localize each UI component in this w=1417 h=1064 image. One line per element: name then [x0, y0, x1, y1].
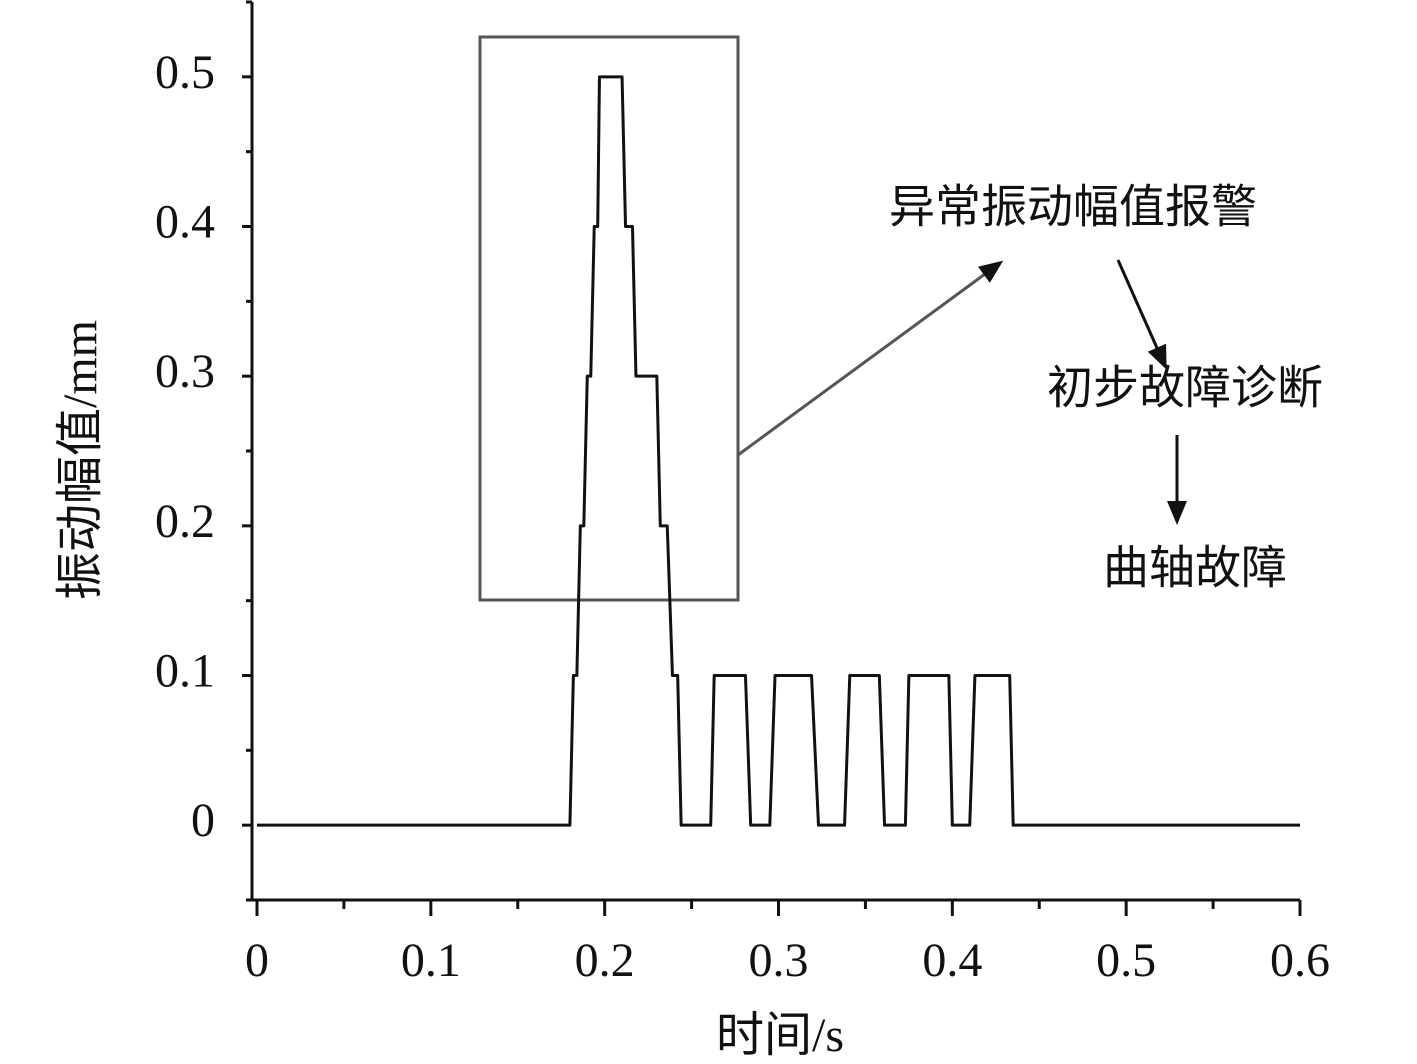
- annotation: 初步故障诊断: [1047, 363, 1323, 414]
- x-tick-label: 0.5: [1096, 934, 1156, 987]
- highlight-box: [478, 35, 740, 602]
- annotation: 曲轴故障: [1103, 543, 1287, 594]
- x-tick-label: 0: [245, 934, 269, 987]
- annotation-arrow: [1116, 259, 1167, 370]
- y-tick-label: 0.2: [155, 495, 215, 548]
- y-tick-label: 0.3: [155, 345, 215, 398]
- x-tick-label: 0.2: [575, 934, 635, 987]
- x-axis-label: 时间/s: [716, 1009, 844, 1062]
- annotation-arrow: [737, 260, 1004, 457]
- x-tick-label: 0.4: [922, 934, 982, 987]
- x-tick-label: 0.6: [1270, 934, 1330, 987]
- y-axis-label: 振动幅值/mm: [54, 320, 107, 600]
- y-tick-label: 0.4: [155, 196, 215, 249]
- annotation: 异常振动幅值报警: [889, 182, 1257, 233]
- y-tick-label: 0.1: [155, 645, 215, 698]
- y-tick-label: 0.5: [155, 46, 215, 99]
- x-tick-label: 0.3: [749, 934, 809, 987]
- x-tick-label: 0.1: [401, 934, 461, 987]
- data-line: [257, 75, 1300, 827]
- y-tick-label: 0: [191, 794, 215, 847]
